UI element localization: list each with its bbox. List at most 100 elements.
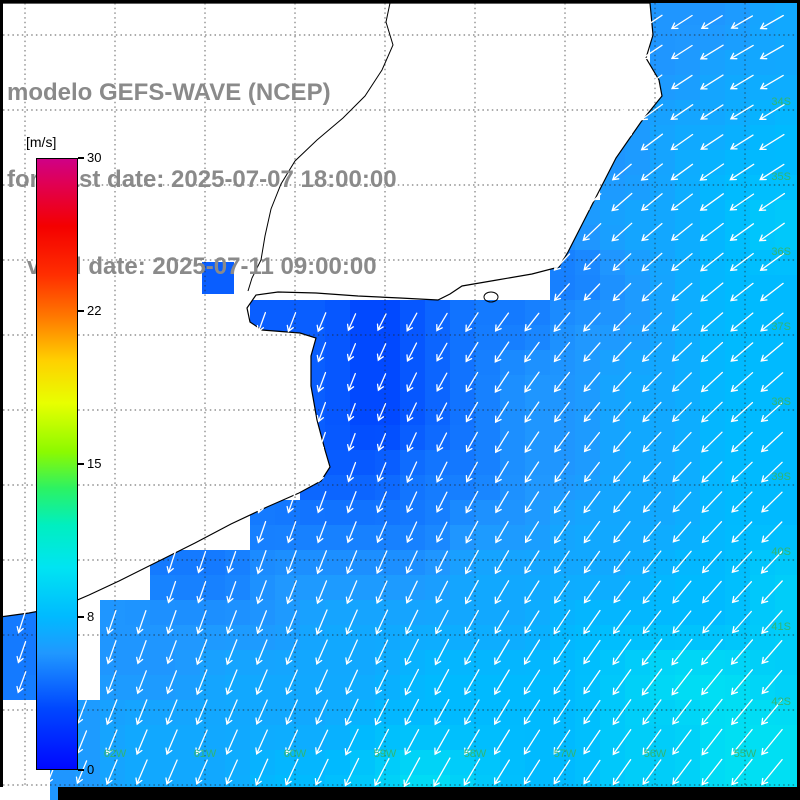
wind-arrow [760, 402, 784, 423]
wind-arrow [75, 760, 88, 785]
heatmap-cell [650, 25, 675, 50]
wind-arrow [672, 491, 692, 513]
wind-arrow [165, 699, 178, 726]
wind-arrow [553, 490, 571, 514]
heatmap-cell [675, 350, 700, 375]
wind-arrow [730, 282, 754, 302]
wind-arrow [403, 757, 421, 788]
heatmap-cell [625, 550, 650, 575]
wind-arrow [375, 639, 389, 665]
heatmap-cell [625, 500, 650, 525]
axis-labels-layer: 34S 35S 36S 37S 38S 39S 40S 41S 42S 62W 61W 60W 59W 5… [104, 96, 791, 760]
heatmap-cell [400, 550, 425, 575]
heatmap-cell [625, 250, 650, 275]
wind-arrow [760, 431, 783, 453]
wind-arrow [494, 699, 510, 726]
wind-arrow [345, 609, 358, 636]
heatmap-cell [725, 625, 750, 650]
wind-arrow [494, 610, 510, 635]
heatmap-cell [500, 425, 525, 450]
wind-arrow [135, 670, 147, 695]
wind-arrow [553, 699, 571, 725]
wind-arrow [612, 282, 632, 302]
wind-arrow [166, 640, 177, 665]
wind-arrow [315, 639, 328, 666]
heatmap-cell [400, 325, 425, 350]
heatmap-cell [375, 300, 400, 325]
wind-arrow [731, 728, 753, 756]
heatmap-cell [675, 625, 700, 650]
heatmap-cell [350, 675, 375, 700]
wind-arrow [701, 431, 723, 453]
wind-arrow [315, 550, 328, 575]
heatmap-cell [175, 650, 200, 675]
wind-arrow [672, 461, 692, 483]
heatmap-cell [125, 675, 150, 700]
heatmap-cell [625, 675, 650, 700]
heatmap-cell [625, 450, 650, 475]
wind-arrow [760, 312, 784, 332]
heatmap-cell [150, 725, 175, 750]
wind-arrow [583, 312, 601, 332]
lon-label: 56W [644, 748, 667, 760]
wind-arrow [524, 371, 540, 393]
wind-arrow [375, 580, 388, 605]
wind-arrow [671, 638, 693, 666]
wind-arrow [730, 342, 754, 362]
wind-arrow [642, 401, 662, 423]
heatmap-cell [775, 225, 800, 250]
heatmap-cell [325, 650, 350, 675]
wind-arrow [196, 610, 207, 635]
wind-arrow [494, 580, 510, 605]
wind-arrow [553, 312, 571, 333]
heatmap-cell [400, 625, 425, 650]
heatmap-cell [500, 625, 525, 650]
heatmap-cell [475, 700, 500, 725]
wind-arrow [583, 402, 601, 423]
heatmap-cell [375, 700, 400, 725]
heatmap-cell [725, 25, 750, 50]
wind-arrow [583, 283, 601, 301]
heatmap-cell [525, 500, 550, 525]
wind-arrow [404, 698, 420, 726]
heatmap-cell [350, 700, 375, 725]
wind-arrow [641, 252, 663, 272]
wind-arrow [554, 401, 570, 423]
wind-arrow [758, 104, 785, 120]
wind-arrow [731, 551, 753, 574]
heatmap-cell [725, 600, 750, 625]
wind-arrow [405, 550, 418, 575]
heatmap-cell [625, 525, 650, 550]
heatmap-cell [700, 175, 725, 200]
wind-arrow [700, 282, 724, 302]
wind-arrow [759, 133, 785, 151]
heatmap-cell [375, 400, 400, 425]
heatmap-cell [625, 325, 650, 350]
wind-arrow [376, 521, 388, 544]
heatmap-cell [725, 475, 750, 500]
heatmap-cell [650, 425, 675, 450]
wind-arrow [523, 759, 541, 785]
heatmap-cell [275, 725, 300, 750]
heatmap-cell [225, 700, 250, 725]
heatmap-cell [500, 725, 525, 750]
heatmap-cell [650, 525, 675, 550]
heatmap-cell [425, 475, 450, 500]
wind-arrow [314, 758, 329, 786]
wind-arrow [315, 609, 328, 636]
heatmap-cell [200, 600, 225, 625]
wind-arrow [670, 104, 694, 121]
heatmap-cell [600, 750, 625, 775]
heatmap-cell [100, 650, 125, 675]
heatmap-cell [450, 575, 475, 600]
wind-arrow [406, 342, 418, 363]
heatmap-cell [600, 225, 625, 250]
heatmap-cell [700, 375, 725, 400]
heatmap-cell [350, 350, 375, 375]
heatmap-cell [550, 550, 575, 575]
bottom-axis-bar [58, 787, 800, 800]
wind-arrow [583, 490, 601, 514]
wind-arrow [286, 521, 297, 544]
wind-arrow [729, 44, 754, 60]
wind-arrow [731, 461, 753, 483]
